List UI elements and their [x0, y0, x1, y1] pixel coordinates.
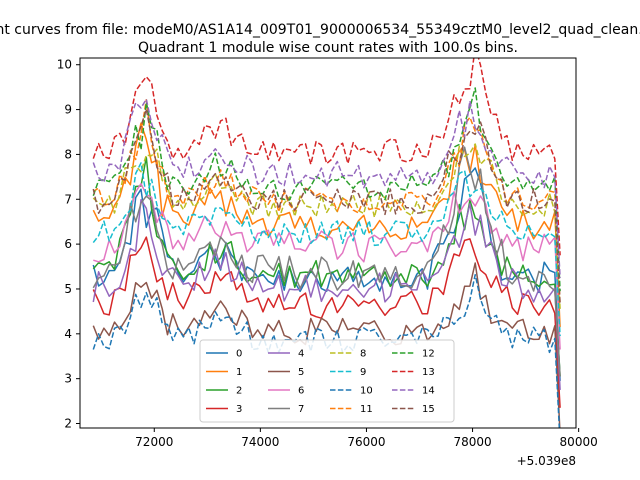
series-13-line: [92, 58, 561, 256]
x-tick-label: 72000: [135, 435, 173, 449]
series-14-line: [92, 98, 561, 278]
legend-label-11: 11: [360, 404, 373, 415]
plot-frame: [79, 57, 577, 429]
series-8-line: [92, 143, 561, 310]
series-layer: [92, 58, 561, 428]
legend-label-0: 0: [236, 349, 242, 360]
x-offset-label: +5.039e8: [517, 454, 576, 468]
series-3-line: [92, 236, 561, 408]
series-9-line: [92, 162, 561, 337]
legend-label-15: 15: [422, 404, 435, 415]
series-12-line: [92, 87, 561, 292]
legend-label-6: 6: [298, 386, 304, 397]
legend-label-3: 3: [236, 404, 242, 415]
series-10-line: [92, 273, 561, 428]
figure-suptitle: Light curves from file: modeM0/AS1A14_00…: [0, 22, 640, 38]
legend-label-13: 13: [422, 367, 435, 378]
y-tick-label: 7: [64, 192, 72, 206]
y-tick-label: 6: [64, 237, 72, 251]
y-tick-label: 3: [64, 372, 72, 386]
x-tick-label: 78000: [453, 435, 491, 449]
x-tick-label: 74000: [241, 435, 279, 449]
series-15-line: [92, 108, 561, 305]
y-tick-label: 8: [64, 147, 72, 161]
legend-label-14: 14: [422, 386, 435, 397]
legend-label-7: 7: [298, 404, 304, 415]
y-tick-label: 5: [64, 282, 72, 296]
legend-frame: [199, 339, 455, 423]
x-tick-label: 80000: [560, 435, 598, 449]
legend-label-10: 10: [360, 386, 373, 397]
legend-label-2: 2: [236, 386, 242, 397]
y-tick-label: 4: [64, 327, 72, 341]
legend-label-5: 5: [298, 367, 304, 378]
y-tick-label: 10: [57, 58, 72, 72]
y-tick-label: 2: [64, 417, 72, 431]
x-tick-label: 76000: [347, 435, 385, 449]
y-axis: 2 3 4 5 6 7 8 9 10: [57, 58, 80, 431]
x-axis: 72000 74000 76000 78000 80000: [135, 428, 598, 449]
series-7-line: [92, 146, 561, 377]
legend-label-1: 1: [236, 367, 242, 378]
legend-label-8: 8: [360, 349, 366, 360]
series-6-line: [93, 182, 561, 350]
legend-label-12: 12: [422, 349, 435, 360]
chart-title: Quadrant 1 module wise count rates with …: [138, 40, 518, 56]
series-5-line: [92, 262, 561, 428]
y-tick-label: 9: [64, 103, 72, 117]
series-4-line: [92, 198, 561, 390]
legend-label-4: 4: [298, 349, 304, 360]
legend-label-9: 9: [360, 367, 366, 378]
